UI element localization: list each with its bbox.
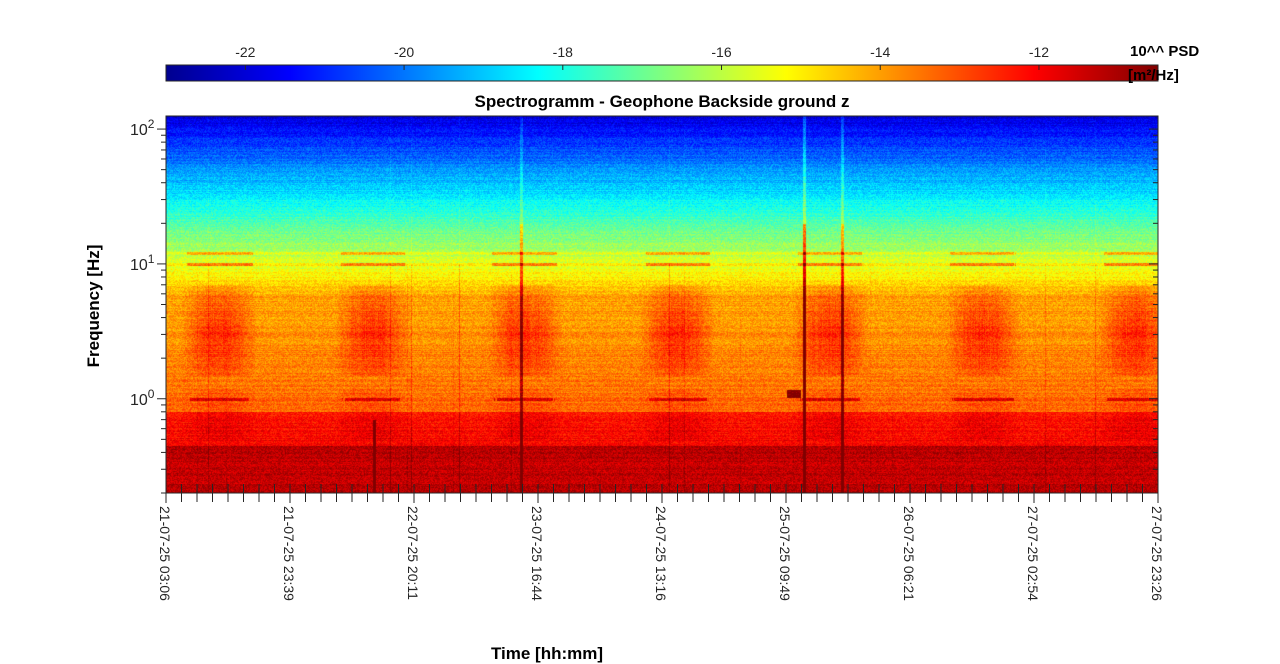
spectrogram-image xyxy=(166,116,1158,493)
x-tick-label: 22-07-25 20:11 xyxy=(405,506,421,600)
y-tick-label: 101 xyxy=(130,252,155,274)
colorbar-gradient xyxy=(165,64,1159,82)
x-tick-label: 21-07-25 03:06 xyxy=(157,506,173,601)
colorbar: -22 -20 -18 -16 -14 -12 10^^ PSD [m²/Hz] xyxy=(165,43,1199,84)
colorbar-tick-label: -16 xyxy=(711,44,731,60)
x-axis-label: Time [hh:mm] xyxy=(491,644,603,663)
x-tick-label: 26-07-25 06:21 xyxy=(901,506,917,601)
y-tick-label: 100 xyxy=(130,387,155,409)
chart-title: Spectrogramm - Geophone Backside ground … xyxy=(474,92,849,111)
colorbar-tick-label: -18 xyxy=(553,44,573,60)
colorbar-label-unit: [m²/Hz] xyxy=(1128,67,1179,84)
colorbar-tick-label: -20 xyxy=(394,44,414,60)
x-tick-label: 27-07-25 23:26 xyxy=(1149,506,1165,601)
colorbar-ticks: -22 -20 -18 -16 -14 -12 xyxy=(235,44,1049,70)
spectrogram-canvas-holder xyxy=(166,116,1158,493)
colorbar-label-psd: 10^^ PSD xyxy=(1130,43,1199,60)
x-tick-label: 24-07-25 13:16 xyxy=(653,506,669,601)
colorbar-tick-label: -14 xyxy=(870,44,890,60)
colorbar-tick-label: -22 xyxy=(235,44,255,60)
x-tick-label: 23-07-25 16:44 xyxy=(529,506,545,601)
x-axis: 21-07-25 03:06 21-07-25 23:39 22-07-25 20:… xyxy=(157,484,1165,601)
x-tick-label: 21-07-25 23:39 xyxy=(281,506,297,601)
colorbar-tick-label: -12 xyxy=(1029,44,1049,60)
y-tick-label: 102 xyxy=(130,117,155,139)
y-axis-label: Frequency [Hz] xyxy=(84,245,103,368)
x-tick-label: 25-07-25 09:49 xyxy=(777,506,793,601)
y-axis: 100 101 102 xyxy=(130,116,1158,494)
x-tick-label: 27-07-25 02:54 xyxy=(1025,506,1041,601)
